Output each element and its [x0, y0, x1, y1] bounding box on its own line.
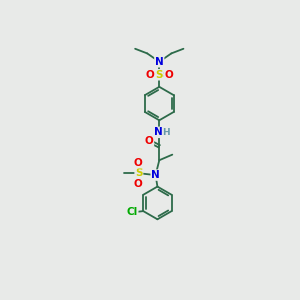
Text: O: O [146, 70, 154, 80]
Text: O: O [134, 158, 142, 168]
Text: N: N [151, 170, 160, 180]
Text: O: O [145, 136, 153, 146]
Text: Cl: Cl [127, 207, 138, 217]
Text: S: S [135, 168, 142, 178]
Text: N: N [155, 57, 164, 67]
Text: H: H [162, 128, 169, 137]
Text: N: N [154, 128, 163, 137]
Text: O: O [164, 70, 173, 80]
Text: O: O [134, 179, 142, 189]
Text: S: S [155, 70, 163, 80]
